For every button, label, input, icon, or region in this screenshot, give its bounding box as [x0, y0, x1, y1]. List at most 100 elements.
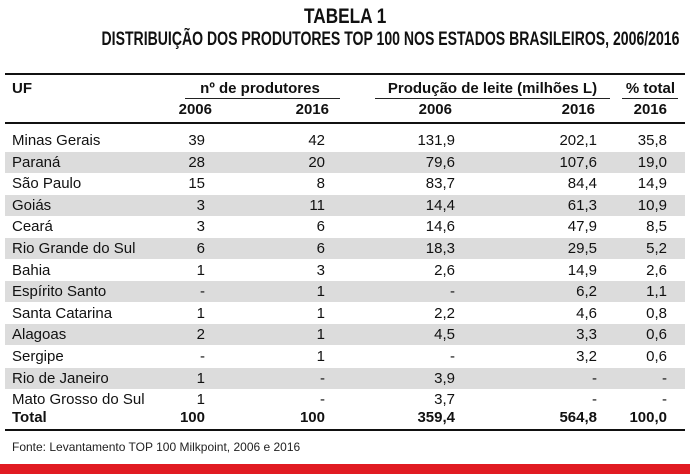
table-row: São Paulo 15 8 83,7 84,4 14,9 — [5, 173, 685, 194]
cell-pct: 1,1 — [646, 283, 667, 301]
cell-p2016: 8 — [316, 175, 325, 193]
cell-uf: Rio de Janeiro — [12, 369, 109, 387]
cell-p2006: 1 — [196, 304, 205, 322]
source-note: Fonte: Levantamento TOP 100 Milkpoint, 2… — [12, 440, 301, 454]
cell-l2016: - — [592, 369, 597, 387]
cell-l2006: 359,4 — [417, 409, 455, 426]
header-percent-2016: 2016 — [633, 101, 667, 118]
cell-p2016: 1 — [316, 326, 325, 344]
header-producers: nº de produtores — [200, 80, 320, 97]
cell-uf: Bahia — [12, 261, 51, 279]
cell-uf: Santa Catarina — [12, 304, 113, 322]
cell-p2016: 1 — [316, 304, 325, 322]
table-row: Rio Grande do Sul 6 6 18,3 29,5 5,2 — [5, 238, 685, 259]
cell-pct: 14,9 — [637, 175, 667, 193]
cell-p2016: 42 — [308, 132, 325, 149]
cell-uf: Espírito Santo — [12, 283, 107, 301]
cell-l2006: 2,2 — [434, 304, 455, 322]
cell-pct: - — [662, 369, 667, 387]
cell-pct: 10,9 — [637, 196, 667, 214]
cell-pct: 0,6 — [646, 326, 667, 344]
table-row: Paraná 28 20 79,6 107,6 19,0 — [5, 151, 685, 173]
table-row: Sergipe - 1 - 3,2 0,6 — [5, 346, 685, 367]
cell-p2006: 1 — [196, 391, 205, 409]
cell-l2006: 3,7 — [434, 391, 455, 409]
cell-pct: 0,8 — [646, 304, 667, 322]
cell-l2016: - — [592, 391, 597, 409]
cell-pct: 100,0 — [629, 409, 667, 426]
cell-l2006: 2,6 — [434, 261, 455, 279]
header-production-2016: 2016 — [561, 101, 595, 118]
table-row: Santa Catarina 1 1 2,2 4,6 0,8 — [5, 303, 685, 324]
cell-l2016: 84,4 — [567, 175, 597, 193]
cell-uf: Rio Grande do Sul — [12, 240, 136, 257]
table-row: Ceará 3 6 14,6 47,9 8,5 — [5, 216, 685, 237]
cell-l2016: 61,3 — [567, 196, 597, 214]
cell-p2016: - — [320, 369, 325, 387]
cell-p2016: 6 — [316, 218, 325, 236]
cell-p2016: 1 — [316, 348, 325, 365]
cell-p2006: - — [200, 283, 205, 301]
table-row: Goiás 3 11 14,4 61,3 10,9 — [5, 194, 685, 216]
cell-l2016: 3,3 — [576, 326, 597, 344]
bottom-rule — [5, 429, 685, 431]
cell-l2016: 107,6 — [559, 153, 597, 171]
percent-underline — [622, 98, 678, 99]
header-production: Produção de leite (milhões L) — [387, 80, 598, 97]
cell-pct: - — [662, 391, 667, 409]
cell-l2006: 14,4 — [425, 196, 455, 214]
cell-p2006: - — [200, 348, 205, 365]
cell-l2016: 4,6 — [576, 304, 597, 322]
cell-p2006: 3 — [196, 196, 205, 214]
cell-p2016: 1 — [316, 283, 325, 301]
cell-l2006: - — [450, 348, 455, 365]
accent-bar — [0, 464, 690, 474]
header-producers-2006: 2006 — [178, 101, 212, 118]
cell-uf: São Paulo — [12, 175, 82, 193]
header-uf: UF — [12, 80, 32, 97]
cell-l2006: 14,6 — [425, 218, 455, 236]
cell-l2006: 131,9 — [417, 132, 455, 149]
cell-p2006: 28 — [188, 153, 205, 171]
cell-uf: Alagoas — [12, 326, 67, 344]
cell-l2006: 83,7 — [425, 175, 455, 193]
top-rule — [5, 73, 685, 75]
cell-p2016: - — [320, 391, 325, 409]
table-row: Minas Gerais 39 42 131,9 202,1 35,8 — [5, 130, 685, 151]
table-subtitle: Distribuição dos produtores TOP 100 nos … — [101, 29, 680, 50]
producers-underline — [185, 98, 340, 99]
cell-p2006: 100 — [179, 409, 205, 426]
production-underline — [375, 98, 610, 99]
cell-l2016: 6,2 — [576, 283, 597, 301]
header-production-2006: 2006 — [418, 101, 452, 118]
table-row: Bahia 1 3 2,6 14,9 2,6 — [5, 260, 685, 281]
cell-uf: Minas Gerais — [12, 132, 101, 149]
cell-p2016: 20 — [308, 153, 325, 171]
cell-p2006: 3 — [196, 218, 205, 236]
header-percent: % total — [625, 80, 675, 97]
cell-uf: Mato Grosso do Sul — [12, 391, 145, 409]
cell-p2016: 3 — [316, 261, 325, 279]
cell-pct: 5,2 — [646, 240, 667, 257]
total-row: Total 100 100 359,4 564,8 100,0 — [5, 407, 685, 428]
cell-l2006: 18,3 — [425, 240, 455, 257]
cell-l2016: 202,1 — [559, 132, 597, 149]
cell-p2006: 1 — [196, 369, 205, 387]
table-row: Alagoas 2 1 4,5 3,3 0,6 — [5, 324, 685, 346]
cell-p2006: 2 — [196, 326, 205, 344]
cell-l2016: 14,9 — [567, 261, 597, 279]
cell-pct: 2,6 — [646, 261, 667, 279]
table-row: Espírito Santo - 1 - 6,2 1,1 — [5, 281, 685, 303]
table-row: Rio de Janeiro 1 - 3,9 - - — [5, 367, 685, 389]
cell-pct: 8,5 — [646, 218, 667, 236]
cell-uf: Goiás — [12, 196, 52, 214]
cell-p2016: 11 — [309, 196, 325, 214]
table-row: Mato Grosso do Sul 1 - 3,7 - - — [5, 389, 685, 410]
cell-p2006: 6 — [196, 240, 205, 257]
cell-pct: 0,6 — [646, 348, 667, 365]
header-rule — [5, 122, 685, 124]
cell-p2016: 100 — [299, 409, 325, 426]
table-title: Tabela 1 — [303, 5, 387, 28]
cell-p2006: 15 — [188, 175, 205, 193]
cell-pct: 19,0 — [637, 153, 667, 171]
